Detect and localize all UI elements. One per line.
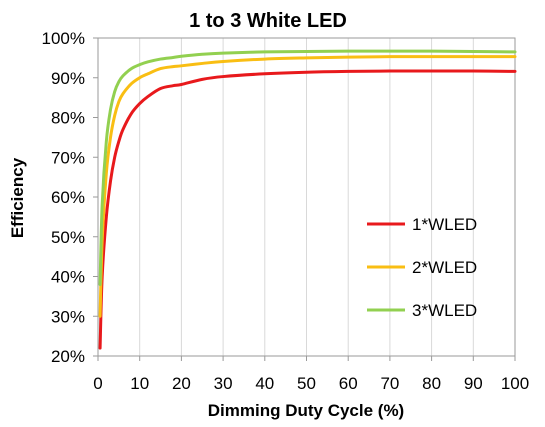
legend-label: 2*WLED (412, 258, 477, 277)
x-tick-label: 50 (297, 374, 316, 393)
x-tick-label: 70 (380, 374, 399, 393)
x-tick-label: 20 (172, 374, 191, 393)
y-tick-label: 40% (51, 268, 85, 287)
legend-label: 1*WLED (412, 215, 477, 234)
y-tick-label: 80% (51, 109, 85, 128)
y-tick-label: 100% (42, 29, 85, 48)
x-tick-label: 0 (93, 374, 102, 393)
x-tick-label: 90 (464, 374, 483, 393)
series-line-3 (98, 49, 517, 286)
legend-label: 3*WLED (412, 301, 477, 320)
y-tick-label: 60% (51, 188, 85, 207)
x-tick-label: 30 (214, 374, 233, 393)
y-tick-label: 70% (51, 148, 85, 167)
y-tick-label: 90% (51, 69, 85, 88)
series-lines (98, 49, 517, 350)
grid (139, 38, 474, 356)
y-axis-label: Efficiency (8, 157, 27, 238)
x-tick-label: 60 (339, 374, 358, 393)
x-tick-label: 80 (422, 374, 441, 393)
x-tick-label: 10 (130, 374, 149, 393)
x-tick-label: 100 (501, 374, 529, 393)
legend: 1*WLED 2*WLED 3*WLED (367, 215, 477, 320)
y-tick-label: 20% (51, 347, 85, 366)
x-tick-label: 40 (255, 374, 274, 393)
x-axis-ticks: 0 10 20 30 40 50 60 70 80 90 100 (93, 356, 529, 393)
y-axis-ticks: 20% 30% 40% 50% 60% 70% 80% 90% 100% (42, 29, 98, 366)
y-tick-label: 30% (51, 307, 85, 326)
series-line-2 (98, 55, 517, 318)
x-axis-label: Dimming Duty Cycle (%) (208, 401, 404, 420)
series-line-1 (98, 69, 517, 350)
chart-title: 1 to 3 White LED (189, 10, 347, 32)
y-tick-label: 50% (51, 228, 85, 247)
